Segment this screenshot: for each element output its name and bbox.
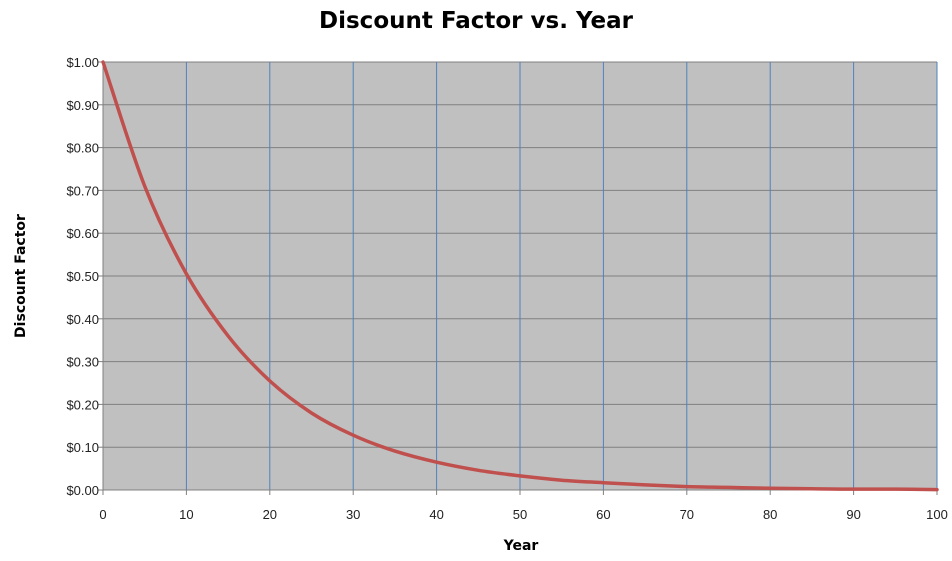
data-point: [226, 334, 230, 338]
x-tick-label: 100: [926, 507, 948, 522]
data-point: [185, 272, 188, 276]
data-point: [560, 478, 563, 482]
data-point: [894, 487, 897, 491]
y-tick-label: $0.00: [66, 483, 99, 498]
y-tick-label: $0.70: [66, 183, 99, 198]
data-point: [143, 184, 146, 188]
x-tick-label: 90: [846, 507, 860, 522]
data-point: [268, 379, 271, 383]
data-point: [727, 486, 730, 489]
y-tick-label: $1.00: [66, 55, 99, 70]
data-point: [685, 485, 688, 488]
x-tick-label: 30: [346, 507, 360, 522]
y-tick-labels: $0.00 $0.10 $0.20 $0.30 $0.40 $0.50 $0.60 $0.70…: [66, 55, 99, 498]
data-point: [101, 60, 105, 64]
y-tick-label: $0.90: [66, 98, 99, 113]
data-point: [769, 487, 772, 490]
data-point: [643, 483, 647, 487]
y-tick-label: $0.20: [66, 397, 99, 412]
x-tick-label: 40: [429, 507, 443, 522]
x-tick-label: 10: [179, 507, 193, 522]
series-layer: [101, 60, 939, 492]
x-axis-label: Year: [503, 538, 539, 554]
data-point: [352, 434, 355, 437]
x-tick-label: 20: [263, 507, 277, 522]
data-point: [810, 487, 814, 490]
y-tick-label: $0.40: [66, 312, 99, 327]
data-point: [477, 469, 480, 472]
x-tick-label: 50: [513, 507, 527, 522]
data-point: [935, 488, 939, 491]
data-point: [393, 449, 397, 453]
data-point: [310, 411, 313, 415]
y-axis-label: Discount Factor: [13, 214, 29, 338]
y-tick-label: $0.10: [66, 440, 99, 455]
series-line: [101, 60, 939, 492]
x-tick-label: 70: [680, 507, 694, 522]
data-point: [518, 474, 522, 478]
x-tick-labels: 0 10 20 30 40 50 60 70 80 90 100: [99, 507, 947, 522]
chart-title: Discount Factor vs. Year: [319, 8, 634, 34]
y-tick-label: $0.60: [66, 226, 99, 241]
data-point: [852, 487, 855, 491]
data-point: [602, 481, 605, 484]
y-tick-label: $0.50: [66, 269, 99, 284]
x-tick-label: 80: [763, 507, 777, 522]
y-tick-label: $0.30: [66, 355, 99, 370]
x-tick-label: 0: [99, 507, 106, 522]
data-point: [435, 460, 438, 464]
y-tick-label: $0.80: [66, 141, 99, 156]
x-tick-label: 60: [596, 507, 610, 522]
